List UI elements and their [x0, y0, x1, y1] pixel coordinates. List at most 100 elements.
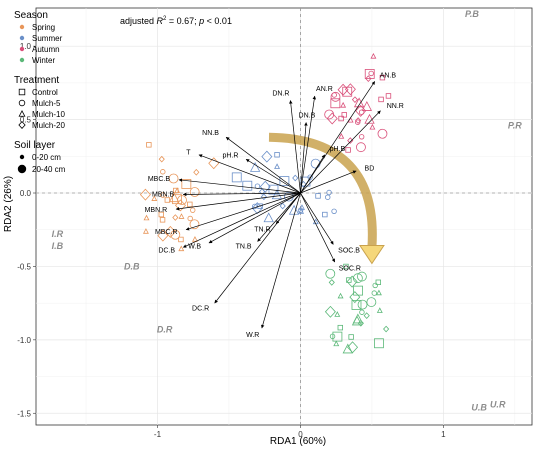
- data-point-summer: [292, 174, 299, 182]
- data-point-autumn: [365, 75, 372, 82]
- arrow-t: [198, 154, 301, 194]
- data-point-spring: [164, 197, 171, 203]
- data-point-spring: [157, 229, 169, 242]
- region-label: D.R: [157, 324, 173, 334]
- data-point-summer: [242, 180, 253, 191]
- data-point-spring: [181, 179, 192, 189]
- x-tick-label: -1: [154, 430, 162, 439]
- data-point-winter: [337, 292, 344, 299]
- data-point-winter: [363, 312, 370, 319]
- arrow-label: T: [186, 149, 191, 156]
- data-point-autumn: [353, 97, 365, 108]
- data-point-spring: [172, 214, 179, 221]
- arrow-label: SOC.B: [338, 247, 360, 254]
- data-point-summer: [279, 176, 290, 186]
- data-point-summer: [326, 189, 332, 196]
- arrow-label: W.B: [188, 243, 201, 250]
- data-point-spring: [190, 207, 196, 213]
- y-tick-label: 1.0: [20, 42, 32, 51]
- data-point-summer: [315, 193, 321, 199]
- y-axis-title: RDA2 (26%): [3, 176, 14, 232]
- data-point-spring: [193, 168, 200, 176]
- region-label: P.R: [508, 120, 522, 130]
- arrow-ph-r: [245, 158, 301, 194]
- data-point-winter: [376, 307, 383, 313]
- data-point-autumn: [355, 104, 367, 117]
- data-point-spring: [172, 194, 182, 205]
- region-label: U.B: [471, 402, 487, 412]
- legend-key-season: [19, 46, 25, 52]
- data-point-summer: [231, 172, 242, 183]
- data-point-spring: [173, 187, 179, 194]
- arrow-label: NN.R: [387, 103, 404, 110]
- data-point-spring: [158, 155, 165, 163]
- legend-key-treatment: [18, 88, 26, 96]
- data-point-autumn: [358, 134, 365, 140]
- data-point-summer: [252, 203, 258, 210]
- arrow-dn-b: [300, 122, 308, 194]
- data-point-autumn: [341, 112, 347, 118]
- arrow-label: MBN.R: [145, 207, 168, 214]
- data-point-winter: [334, 311, 341, 317]
- legend-label-treatment: Mulch-20: [32, 121, 65, 130]
- data-point-spring: [143, 214, 150, 221]
- x-tick-label: 1: [441, 430, 446, 439]
- data-point-summer: [257, 203, 263, 209]
- data-point-winter: [349, 291, 361, 304]
- data-point-autumn: [351, 96, 359, 104]
- arrow-label: BD: [365, 165, 375, 172]
- y-tick-label: -1.0: [17, 336, 31, 345]
- arrow-nn-r: [300, 110, 381, 194]
- season-shift-arrowhead: [358, 244, 385, 265]
- arrow-bd: [300, 170, 357, 194]
- arrow-label: TN.R: [254, 226, 270, 233]
- season-shift-arrow: [268, 132, 377, 248]
- legend-label-season: Winter: [32, 56, 55, 65]
- data-point-autumn: [338, 133, 345, 139]
- data-point-autumn: [326, 112, 338, 125]
- data-point-summer: [299, 204, 305, 210]
- data-point-spring: [159, 217, 166, 223]
- data-point-summer: [279, 202, 286, 210]
- data-point-winter: [324, 305, 336, 318]
- data-point-winter: [357, 319, 364, 327]
- arrow-label: SOC.R: [339, 265, 361, 272]
- arrow-label: MBC.R: [155, 229, 178, 236]
- data-point-winter: [375, 279, 381, 285]
- legend: Season Spring Summer Autumn Winter Treatment C…: [14, 10, 66, 174]
- data-point-winter: [328, 279, 335, 286]
- data-point-autumn: [385, 93, 392, 99]
- data-point-spring: [177, 195, 187, 206]
- data-point-spring: [178, 213, 185, 219]
- data-point-spring: [170, 229, 181, 240]
- data-point-winter: [348, 334, 354, 340]
- data-point-summer: [263, 212, 274, 223]
- chart-annotation: adjusted R2 = 0.67; p < 0.01: [120, 16, 232, 26]
- data-point-autumn: [355, 119, 361, 125]
- data-point-autumn: [370, 52, 377, 59]
- arrow-label: pH.R: [223, 153, 239, 160]
- data-point-autumn: [377, 128, 388, 139]
- arrow-mbc-b: [178, 178, 301, 194]
- region-label: I.B: [52, 241, 64, 251]
- legend-label-layer: 0-20 cm: [32, 153, 61, 162]
- data-point-winter: [375, 289, 382, 296]
- data-point-autumn: [364, 113, 375, 124]
- data-point-winter: [352, 273, 363, 284]
- data-point-winter: [383, 325, 390, 333]
- arrow-dc-r: [214, 192, 301, 304]
- legend-label-treatment: Mulch-5: [32, 99, 61, 108]
- data-point-autumn: [356, 142, 366, 153]
- plot-panel: [35, 7, 533, 426]
- data-point-winter: [371, 290, 377, 296]
- arrow-label: DC.B: [158, 247, 175, 254]
- data-point-spring: [146, 142, 152, 148]
- data-point-autumn: [338, 115, 344, 122]
- arrow-label: AN.R: [316, 86, 333, 93]
- arrow-nn-b: [225, 136, 301, 194]
- data-point-spring: [178, 236, 184, 243]
- arrow-an-r: [300, 95, 317, 194]
- arrow-mbn-r: [175, 192, 301, 211]
- arrow-an-b: [300, 81, 376, 194]
